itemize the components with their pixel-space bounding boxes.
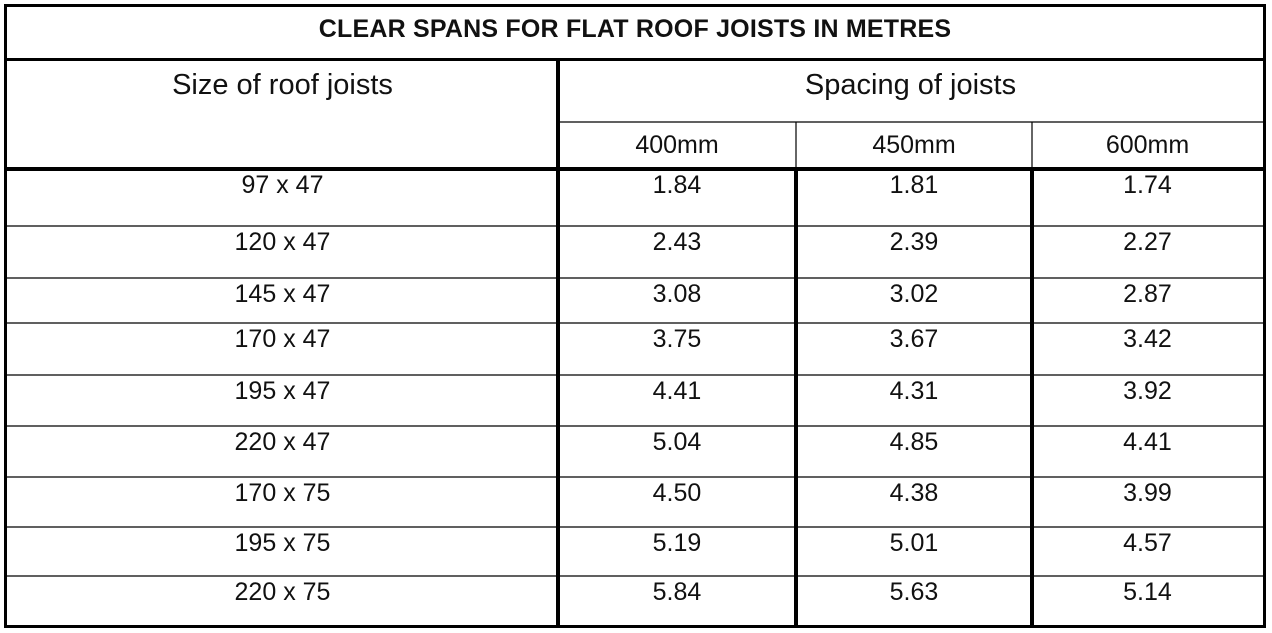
header-spacing-450mm: 450mm [872,131,956,159]
header-spacing-600mm: 600mm [1105,131,1190,159]
span-value-cell: 5.84 [652,578,702,606]
row-size-label: 195 x 75 [234,529,331,557]
span-value-cell: 5.14 [1123,578,1172,606]
span-value-cell: 3.08 [652,280,702,308]
row-size-label: 170 x 47 [234,325,331,353]
span-value-cell: 4.31 [889,377,939,405]
row-size-label: 220 x 47 [234,428,331,456]
row-size-label: 220 x 75 [234,578,331,606]
row-size-label: 170 x 75 [234,479,331,507]
table-title: CLEAR SPANS FOR FLAT ROOF JOISTS IN METR… [318,15,952,43]
span-value-cell: 4.85 [889,428,939,456]
span-value-cell: 5.01 [889,529,939,557]
span-value-cell: 4.57 [1123,529,1172,557]
span-value-cell: 2.27 [1123,228,1172,256]
span-value-cell: 4.41 [652,377,702,405]
span-value-cell: 3.02 [889,280,939,308]
span-value-cell: 5.04 [652,428,702,456]
span-value-cell: 4.41 [1123,428,1172,456]
span-value-cell: 1.74 [1123,171,1172,199]
span-value-cell: 4.38 [889,479,939,507]
table-title-band: CLEAR SPANS FOR FLAT ROOF JOISTS IN METR… [7,7,1263,61]
span-value-cell: 1.81 [889,171,939,199]
row-size-label: 97 x 47 [241,171,324,199]
row-size-label: 145 x 47 [234,280,331,308]
span-value-cell: 3.92 [1123,377,1172,405]
span-value-cell: 3.75 [652,325,702,353]
span-value-cell: 3.99 [1123,479,1172,507]
header-size-of-roof-joists: Size of roof joists [172,69,393,101]
span-value-cell: 5.63 [889,578,939,606]
header-spacing-400mm: 400mm [635,131,719,159]
span-value-cell: 3.67 [889,325,939,353]
span-value-cell: 2.43 [652,228,702,256]
row-size-label: 195 x 47 [234,377,331,405]
span-value-cell: 3.42 [1123,325,1172,353]
joist-span-table: CLEAR SPANS FOR FLAT ROOF JOISTS IN METR… [4,4,1266,628]
header-spacing-of-joists: Spacing of joists [804,69,1017,101]
span-value-cell: 5.19 [652,529,702,557]
row-size-label: 120 x 47 [234,228,331,256]
span-value-cell: 2.39 [889,228,939,256]
span-value-cell: 2.87 [1123,280,1172,308]
span-value-cell: 1.84 [652,171,702,199]
span-value-cell: 4.50 [652,479,702,507]
